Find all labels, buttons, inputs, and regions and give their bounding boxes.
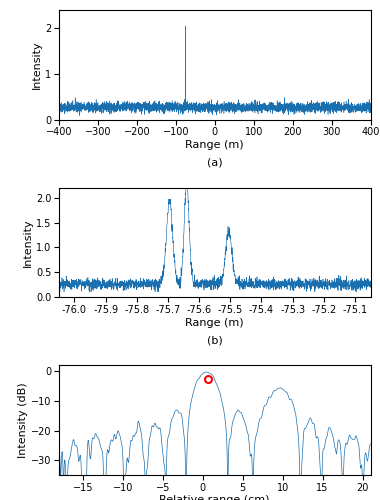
Y-axis label: Intensity: Intensity (23, 218, 33, 267)
X-axis label: Range (m): Range (m) (185, 318, 244, 328)
Text: (a): (a) (207, 158, 223, 168)
Text: (b): (b) (207, 336, 223, 345)
X-axis label: Relative range (cm): Relative range (cm) (160, 496, 270, 500)
Y-axis label: Intensity (dB): Intensity (dB) (18, 382, 28, 458)
X-axis label: Range (m): Range (m) (185, 140, 244, 150)
Y-axis label: Intensity: Intensity (32, 40, 42, 89)
